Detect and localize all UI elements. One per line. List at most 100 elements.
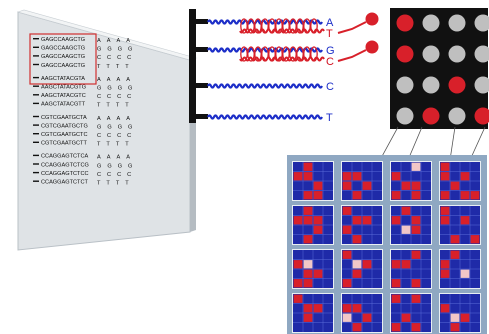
probe-sequence: CCAGGAGTCTCG (41, 162, 89, 168)
cell-red (401, 260, 411, 269)
cell-off (293, 162, 303, 171)
cell-red (342, 225, 352, 234)
cell-off (421, 279, 431, 288)
cell-off (450, 269, 460, 278)
cell-off (470, 206, 480, 215)
cell-off (421, 294, 431, 303)
cell-off (372, 313, 382, 322)
probe-sequence: CGTCGAATGCTT (41, 141, 87, 147)
lit-spot (396, 14, 414, 32)
cell-red (362, 313, 372, 322)
cell-off (323, 313, 333, 322)
cell-off (440, 225, 450, 234)
cell-off (352, 250, 362, 259)
cell-off (460, 206, 470, 215)
cell-red (362, 216, 372, 225)
cell-red (303, 279, 313, 288)
fade-bases: AAAA (97, 77, 136, 83)
chip-tile (439, 161, 481, 201)
fade-bases: GGGG (97, 86, 138, 92)
cell-off (460, 250, 470, 259)
cell-red (313, 216, 323, 225)
cell-off (323, 260, 333, 269)
cell-off (362, 279, 372, 288)
cell-off (372, 225, 382, 234)
cell-off (362, 206, 372, 215)
probe-dash (33, 63, 39, 66)
lit-spot (448, 76, 466, 94)
cell-off (421, 216, 431, 225)
cell-off (342, 162, 352, 171)
cell-red (411, 279, 421, 288)
cell-off (411, 260, 421, 269)
cell-off (391, 225, 401, 234)
cell-off (421, 313, 431, 322)
cell-off (411, 172, 421, 181)
cell-off (470, 313, 480, 322)
cell-off (440, 279, 450, 288)
cell-red (460, 172, 470, 181)
cell-off (313, 323, 323, 332)
cell-red (440, 172, 450, 181)
probe-sequence: GAGCCAAGCTG (41, 54, 85, 60)
cell-off (372, 216, 382, 225)
cell-off (293, 191, 303, 200)
cell-off (401, 279, 411, 288)
cell-off (323, 269, 333, 278)
fade-bases: TTTT (97, 64, 135, 70)
cell-off (372, 304, 382, 313)
cell-red (440, 304, 450, 313)
cell-off (450, 225, 460, 234)
cell-off (313, 250, 323, 259)
unlit-spot (396, 76, 414, 94)
cell-red (391, 172, 401, 181)
cell-off (401, 162, 411, 171)
cell-off (470, 294, 480, 303)
cell-off (323, 191, 333, 200)
probe-base: G (326, 45, 335, 57)
cell-off (323, 172, 333, 181)
cell-off (391, 313, 401, 322)
cell-red (411, 225, 421, 234)
cell-off (372, 269, 382, 278)
unlit-spot (422, 14, 440, 32)
cell-off (421, 206, 431, 215)
cell-off (401, 304, 411, 313)
cell-off (411, 269, 421, 278)
cell-off (313, 313, 323, 322)
fade-bases: TTTT (97, 142, 135, 148)
cell-off (362, 294, 372, 303)
cell-red (313, 269, 323, 278)
unlit-spot (448, 14, 466, 32)
cell-off (362, 172, 372, 181)
zoom-line (379, 126, 399, 161)
cell-off (401, 294, 411, 303)
probe-strand (207, 83, 323, 89)
probe-dash (33, 154, 39, 157)
chip-tile (292, 161, 334, 201)
cell-red (440, 216, 450, 225)
cell-red (411, 250, 421, 259)
chip-tile (341, 293, 383, 333)
cell-off (450, 172, 460, 181)
cell-off (293, 323, 303, 332)
chip-tile (292, 205, 334, 245)
cell-off (470, 304, 480, 313)
cell-off (411, 313, 421, 322)
probe-sequence: AAGCTATACGTT (41, 102, 86, 108)
cell-off (313, 235, 323, 244)
zoom-lines (379, 126, 486, 161)
cell-pale (450, 313, 460, 322)
cell-off (391, 304, 401, 313)
cell-red (460, 216, 470, 225)
cell-red (342, 279, 352, 288)
cell-off (470, 260, 480, 269)
cell-off (421, 235, 431, 244)
probe-base: A (326, 17, 334, 29)
cell-pale (460, 269, 470, 278)
cell-off (313, 294, 323, 303)
cell-off (323, 250, 333, 259)
zoom-line (449, 126, 456, 161)
